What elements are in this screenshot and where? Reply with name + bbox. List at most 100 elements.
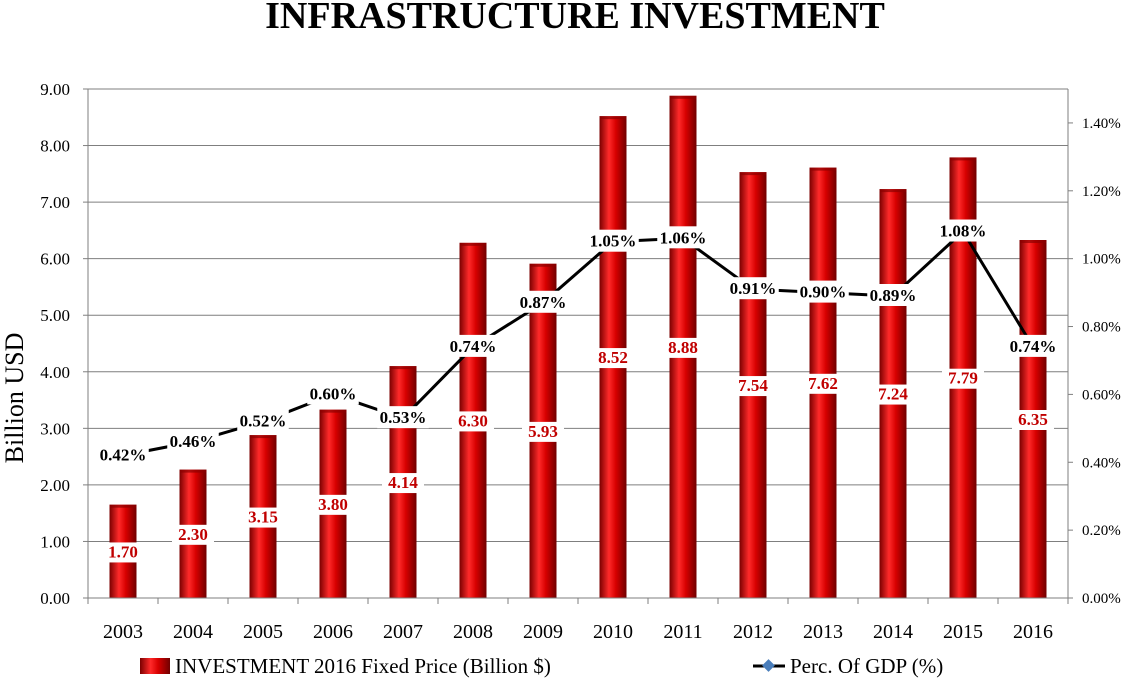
gdp-value-label: 0.52%: [240, 412, 287, 431]
bar-top: [109, 504, 137, 508]
bar-value-label-bg: [242, 507, 284, 528]
legend: INVESTMENT 2016 Fixed Price (Billion $) …: [140, 654, 943, 678]
bar-value-label: 4.14: [388, 473, 418, 492]
bar-value-label-bg: [872, 384, 914, 405]
bar-top: [739, 172, 767, 176]
bar-value-label: 7.79: [948, 369, 978, 388]
gdp-value-label: 0.42%: [100, 445, 147, 464]
gdp-value-label-bg: [167, 429, 219, 452]
bar-top: [809, 167, 837, 171]
gdp-value-label-bg: [377, 406, 429, 429]
y-tick-label: 3.00: [40, 419, 70, 438]
gdp-value-label: 0.90%: [800, 283, 847, 302]
bar-value-label-bg: [522, 421, 564, 442]
y-tick-label: 8.00: [40, 137, 70, 156]
gdp-value-label: 0.87%: [520, 293, 567, 312]
bar-value-label: 3.15: [248, 508, 278, 527]
x-tick-label: 2012: [733, 621, 773, 643]
bar-top: [949, 157, 977, 161]
bar-top: [179, 469, 207, 473]
bar-value-label: 1.70: [108, 542, 138, 561]
y-tick-label: 7.00: [40, 193, 70, 212]
y2-tick-label: 0.60%: [1082, 387, 1121, 403]
bar-value-label-bg: [662, 337, 704, 358]
bar-value-label-bg: [102, 542, 144, 563]
gdp-value-label-bg: [237, 409, 289, 432]
bar-value-label: 8.52: [598, 348, 628, 367]
gdp-value-label: 0.46%: [170, 432, 217, 451]
x-tick-label: 2007: [383, 621, 423, 643]
gdp-value-label-bg: [867, 283, 919, 306]
bar-value-label-bg: [382, 473, 424, 494]
y-axis-label: Billion USD: [0, 333, 29, 464]
gdp-value-label: 0.53%: [380, 408, 427, 427]
gdp-value-label-bg: [937, 219, 989, 242]
bar-value-label: 7.24: [878, 385, 908, 404]
gdp-value-label-bg: [447, 334, 499, 357]
x-tick-label: 2005: [243, 621, 283, 643]
gdp-value-label: 1.05%: [590, 232, 637, 251]
y2-tick-label: 1.00%: [1082, 252, 1121, 268]
gdp-value-label-bg: [657, 226, 709, 249]
x-tick-label: 2016: [1013, 621, 1053, 643]
chart-title: INFRASTRUCTURE INVESTMENT: [265, 0, 885, 37]
y2-tick-label: 0.20%: [1082, 523, 1121, 539]
x-tick-label: 2011: [663, 621, 702, 643]
y2-tick-label: 0.40%: [1082, 455, 1121, 471]
gdp-value-label: 0.60%: [310, 384, 357, 403]
bar-value-label-bg: [592, 348, 634, 369]
bar-top: [319, 409, 347, 413]
x-tick-label: 2013: [803, 621, 843, 643]
bar-top: [529, 263, 557, 267]
gdp-value-label-bg: [517, 290, 569, 313]
bar-value-label: 7.54: [738, 376, 768, 395]
bar-value-label: 5.93: [528, 422, 558, 441]
gdp-value-label: 0.91%: [730, 279, 777, 298]
y-tick-label: 4.00: [40, 363, 70, 382]
x-tick-label: 2010: [593, 621, 633, 643]
gdp-value-label-bg: [1007, 334, 1059, 357]
bar-top: [879, 189, 907, 193]
gdp-value-label-bg: [797, 280, 849, 303]
y-tick-label: 1.00: [40, 532, 70, 551]
y-tick-label: 6.00: [40, 250, 70, 269]
bar-top: [389, 366, 417, 370]
bar-value-label: 6.35: [1018, 410, 1048, 429]
legend-line-marker: [762, 659, 775, 672]
x-tick-label: 2004: [173, 621, 213, 643]
y-tick-label: 9.00: [40, 80, 70, 99]
gdp-value-label-bg: [587, 229, 639, 252]
x-tick-label: 2003: [103, 621, 143, 643]
bar-top: [669, 95, 697, 99]
bar-top: [599, 116, 627, 120]
gridlines: [88, 88, 1068, 599]
bar-top: [459, 242, 487, 246]
bar-top: [249, 435, 277, 439]
legend-bar-label: INVESTMENT 2016 Fixed Price (Billion $): [175, 654, 551, 678]
bar-value-label: 3.80: [318, 495, 348, 514]
y2-tick-label: 0.80%: [1082, 320, 1121, 336]
bar-value-label: 7.62: [808, 374, 838, 393]
bar-top: [1019, 240, 1047, 244]
bar-value-label: 6.30: [458, 411, 488, 430]
legend-line-label: Perc. Of GDP (%): [790, 654, 943, 678]
gdp-value-label: 0.89%: [870, 286, 917, 305]
y-tick-label: 5.00: [40, 306, 70, 325]
bar-value-label-bg: [802, 373, 844, 394]
bar-value-label-bg: [172, 524, 214, 545]
gdp-value-label-bg: [727, 277, 779, 300]
x-tick-label: 2006: [313, 621, 353, 643]
axes: 0.00 1.00 2.00 3.00 4.00 5.00 6.00 7.00 8.00 9.00…: [40, 80, 1121, 643]
bar-value-label: 2.30: [178, 525, 208, 544]
y2-tick-label: 1.20%: [1082, 184, 1121, 200]
bar-value-label-bg: [312, 494, 354, 515]
gdp-value-label: 1.08%: [940, 222, 987, 241]
x-tick-label: 2015: [943, 621, 983, 643]
legend-bar-swatch: [140, 658, 170, 674]
gdp-value-label: 1.06%: [660, 228, 707, 247]
x-tick-label: 2008: [453, 621, 493, 643]
gdp-value-label-bg: [97, 443, 149, 466]
x-tick-label: 2009: [523, 621, 563, 643]
gdp-value-label-bg: [307, 382, 359, 405]
